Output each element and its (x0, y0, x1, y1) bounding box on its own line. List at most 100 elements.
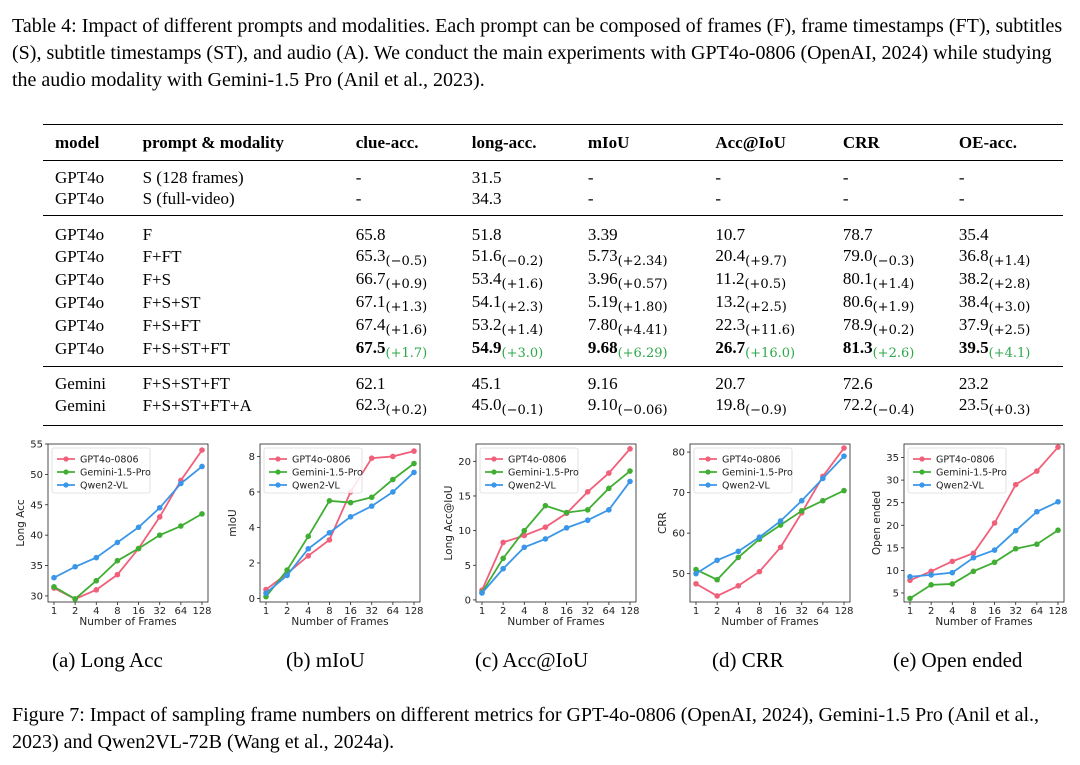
cell-value: 38.2 (958, 269, 989, 288)
cell-value: 3.39 (587, 225, 618, 244)
data-point-gemini (284, 567, 290, 573)
data-point-qwen2vl (606, 507, 612, 513)
subcaption-b: (b) mIoU (286, 648, 365, 672)
data-point-qwen2vl (263, 590, 269, 596)
data-point-gemini (390, 476, 396, 483)
legend-label-gemini: Gemini-1.5-Pro (80, 468, 151, 479)
data-point-qwen2vl (521, 544, 528, 551)
cell-delta: (+6.29) (617, 346, 668, 361)
plot-acc-iou: 0 5 10 15 20 1 2 4 8 16 32 64 128 Number of Frames Lon… (438, 432, 650, 628)
cell-value: 79.0 (842, 246, 873, 265)
data-point-gemini (156, 532, 163, 538)
data-point-gpt4o (756, 568, 763, 575)
data-point-gemini (368, 494, 375, 501)
cell-metric: 7.80(+4.41) (576, 314, 704, 338)
x-tick-label: 4 (93, 606, 99, 617)
cell-metric: 54.1(+2.3) (460, 291, 576, 315)
cell-prompt: S (128 frames) (142, 168, 244, 187)
header-miou: mIoU (587, 133, 630, 152)
x-tick-label: 16 (560, 606, 573, 617)
cell-value: 39.5 (958, 338, 989, 357)
cell-delta: (+1.6) (385, 323, 428, 338)
data-point-qwen2vl (178, 480, 184, 487)
data-point-gemini (907, 595, 913, 602)
cell-metric: 54.9(+3.0) (460, 337, 576, 367)
cell-prompt: F+S (142, 270, 172, 289)
cell-metric: 80.1(+1.4) (831, 268, 947, 292)
data-point-qwen2vl (756, 534, 763, 540)
legend: GPT4o-0806 Gemini-1.5-Pro Qwen2-VL (907, 447, 1007, 494)
y-tick-label: 15 (458, 491, 471, 502)
data-point-gpt4o (390, 453, 396, 460)
cell-metric: 39.5(+4.1) (947, 337, 1063, 367)
x-tick-label: 2 (714, 606, 720, 617)
header-clue-acc: clue-acc. (355, 133, 419, 152)
cell-value: 36.8 (958, 246, 989, 265)
data-point-gpt4o (627, 446, 633, 452)
cell-delta: (−0.4) (872, 403, 915, 418)
x-tick-label: 128 (834, 606, 853, 617)
cell-delta: (+0.57) (617, 277, 668, 292)
plot-miou: 0 2 4 6 8 1 2 4 8 16 32 64 128 Number of Frames mIoU GP… (222, 432, 434, 628)
cell-model: Gemini (55, 396, 106, 415)
data-point-gemini (991, 559, 998, 566)
data-point-gpt4o (1012, 481, 1019, 488)
cell-metric: 51.8 (460, 216, 576, 246)
cell-delta: (+2.5) (988, 323, 1031, 338)
y-tick-label: 30 (886, 476, 899, 487)
cell-metric: 72.6 (831, 367, 947, 395)
data-point-qwen2vl (735, 548, 742, 555)
y-axis-label: CRR (657, 512, 669, 534)
y-tick-label: 20 (886, 521, 899, 532)
cell-value: - (355, 189, 362, 208)
x-tick-label: 32 (1009, 606, 1022, 617)
data-point-qwen2vl (820, 475, 826, 482)
cell-metric: 53.2(+1.4) (460, 314, 576, 338)
data-point-qwen2vl (907, 573, 913, 580)
legend-marker-gpt4o (491, 456, 497, 462)
data-point-gemini (178, 523, 184, 529)
legend-label-gpt4o: GPT4o-0806 (292, 455, 351, 466)
y-axis-label: Long Acc@IoU (443, 486, 455, 561)
cell-metric: 20.7 (703, 367, 831, 395)
data-point-gpt4o (93, 587, 100, 593)
series-line-gpt4o (909, 446, 1059, 582)
cell-metric: 5.73(+2.34) (576, 245, 704, 269)
cell-value: 45.1 (471, 374, 502, 393)
cell-value: 45.0 (471, 395, 502, 414)
cell-value: 13.2 (715, 292, 746, 311)
series-line-qwen2vl (53, 465, 203, 579)
y-tick-label: 20 (458, 457, 471, 468)
cell-metric: 72.2(−0.4) (831, 394, 947, 426)
data-point-gpt4o (305, 553, 312, 559)
y-tick-label: 35 (886, 453, 899, 464)
cell-delta: (+0.2) (385, 403, 428, 418)
cell-model: GPT4o (55, 293, 105, 312)
data-point-qwen2vl (368, 503, 375, 509)
cell-delta: (+2.5) (745, 300, 787, 315)
data-point-gpt4o (970, 550, 977, 557)
legend-marker-gemini (705, 469, 711, 475)
header-acc-iou: Acc@IoU (715, 133, 786, 152)
y-tick-label: 35 (30, 561, 43, 572)
data-point-qwen2vl (326, 529, 333, 536)
data-point-qwen2vl (542, 536, 549, 542)
y-tick-label: 55 (30, 440, 43, 451)
cell-prompt: F+S+ST+FT (142, 339, 230, 358)
cell-value: 53.4 (471, 269, 502, 288)
x-tick-label: 64 (602, 606, 615, 617)
cell-value: 78.9 (842, 315, 873, 334)
cell-metric: 22.3(+11.6) (703, 314, 831, 338)
data-point-qwen2vl (284, 572, 290, 579)
x-tick-label: 32 (581, 606, 594, 617)
cell-metric: 65.8 (344, 216, 460, 246)
x-tick-label: 16 (132, 606, 145, 617)
table-caption: Table 4: Impact of different prompts and… (12, 15, 1063, 91)
data-point-qwen2vl (93, 554, 100, 561)
cell-value: 20.7 (715, 374, 746, 393)
cell-metric: - (947, 188, 1063, 216)
cell-metric: - (344, 161, 460, 189)
cell-value: 51.6 (471, 246, 502, 265)
data-point-gemini (1055, 527, 1061, 534)
legend-marker-gemini (919, 469, 925, 475)
